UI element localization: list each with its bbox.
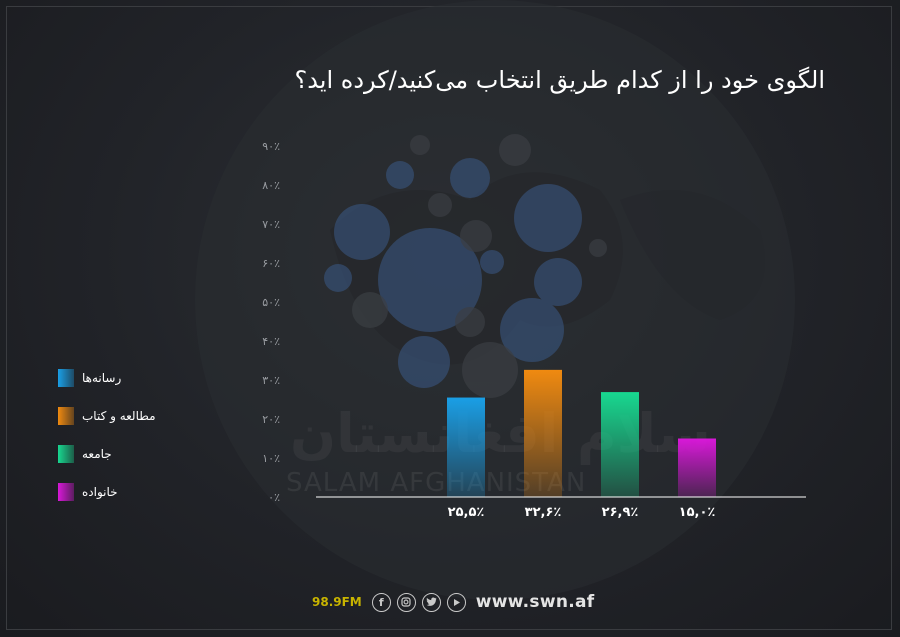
y-tick-label: ۸۰٪ <box>262 179 280 192</box>
legend-swatch-family <box>58 483 74 501</box>
legend-item-society: جامعه <box>58 443 112 465</box>
legend-item-media: رسانه‌ها <box>58 367 121 389</box>
legend-label-books: مطالعه و کتاب <box>82 409 156 423</box>
legend-swatch-books <box>58 407 74 425</box>
value-labels-group: ۲۵,۵٪ ۳۲,۶٪ ۲۶,۹٪ ۱۵,۰٪ <box>448 505 716 520</box>
y-tick-label: ۴۰٪ <box>262 335 280 348</box>
legend-swatch-media <box>58 369 74 387</box>
y-axis: ۰٪ ۱۰٪ ۲۰٪ ۳۰٪ ۴۰٪ ۵۰٪ ۶۰٪ ۷۰٪ ۸۰٪ ۹۰٪ <box>262 140 280 504</box>
chart-title: الگوی خود را از کدام طریق انتخاب می‌کنید… <box>294 66 825 94</box>
bars-group <box>447 369 716 497</box>
bar-books <box>524 369 562 497</box>
value-label-family: ۱۵,۰٪ <box>679 505 716 520</box>
bar-family <box>678 438 716 497</box>
footer: 98.9FM f www.swn.af <box>312 590 595 614</box>
youtube-icon[interactable] <box>446 592 466 612</box>
value-label-society: ۲۶,۹٪ <box>602 505 639 520</box>
y-tick-label: ۲۰٪ <box>262 413 280 426</box>
facebook-icon[interactable]: f <box>371 592 391 612</box>
legend-item-books: مطالعه و کتاب <box>58 405 156 427</box>
value-label-media: ۲۵,۵٪ <box>448 505 485 520</box>
y-tick-label: ۹۰٪ <box>262 140 280 153</box>
bar-media <box>447 397 485 497</box>
bar-society <box>601 392 639 497</box>
value-label-books: ۳۲,۶٪ <box>525 505 562 520</box>
y-tick-label: ۱۰٪ <box>262 452 280 465</box>
y-tick-label: ۳۰٪ <box>262 374 280 387</box>
y-tick-label: ۶۰٪ <box>262 257 280 270</box>
legend-item-family: خانواده <box>58 481 118 503</box>
legend-swatch-society <box>58 445 74 463</box>
legend-label-media: رسانه‌ها <box>82 371 122 385</box>
legend-label-family: خانواده <box>82 485 118 499</box>
radio-frequency: 98.9FM <box>312 595 362 609</box>
y-tick-label: ۷۰٪ <box>262 218 280 231</box>
twitter-icon[interactable] <box>421 592 441 612</box>
y-tick-label: ۵۰٪ <box>262 296 280 309</box>
watermark-arabic: سلام افغانستان <box>290 402 711 465</box>
legend-label-society: جامعه <box>82 447 112 461</box>
instagram-icon[interactable] <box>396 592 416 612</box>
y-tick-label: ۰٪ <box>268 491 280 504</box>
website-link[interactable]: www.swn.af <box>475 592 595 612</box>
